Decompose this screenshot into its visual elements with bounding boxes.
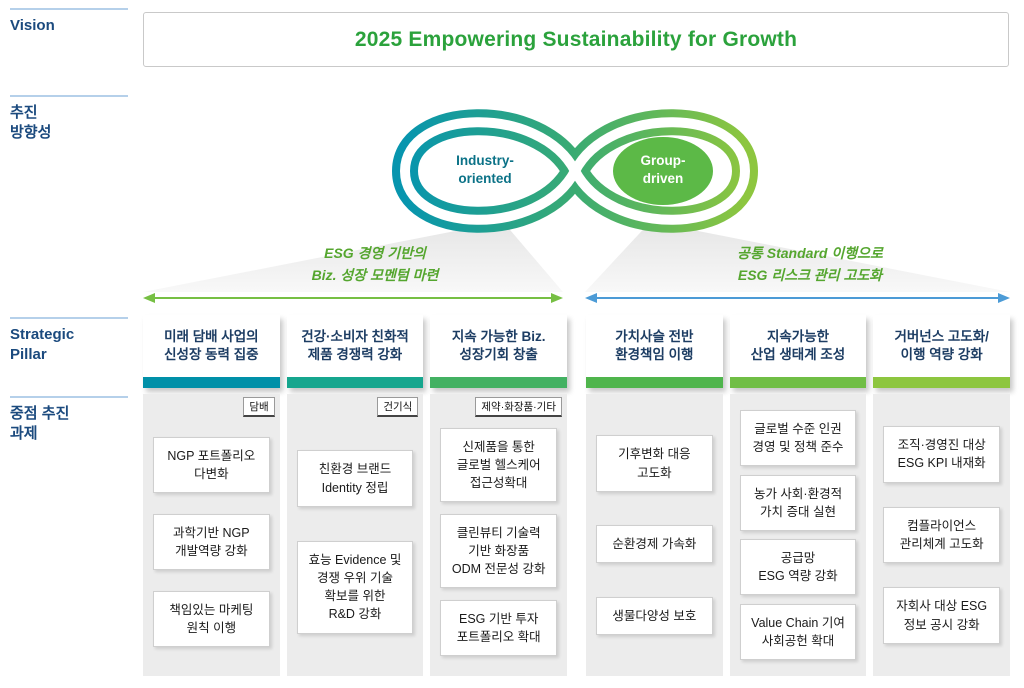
task-card: 생물다양성 보호 (596, 596, 713, 635)
task-card: 친환경 브랜드 Identity 정립 (296, 450, 414, 507)
pillar-title: 가치사슬 전반 환경책임 이행 (615, 328, 694, 362)
pillar-header: 미래 담배 사업의 신성장 동력 집중 (143, 315, 280, 388)
industry-pillar-group: 미래 담배 사업의 신성장 동력 집중 담배 NGP 포트폴리오 다변화 과학기… (143, 315, 568, 676)
pillar-accent-bar (873, 377, 1011, 388)
task-panel: 건기식 친환경 브랜드 Identity 정립 효능 Evidence 및 경쟁… (286, 394, 424, 676)
task-panel: 담배 NGP 포트폴리오 다변화 과학기반 NGP 개발역량 강화 책임있는 마… (143, 394, 280, 676)
pillar-header: 건강·소비자 친화적 제품 경쟁력 강화 (286, 315, 424, 388)
task-panel: 조직·경영진 대상 ESG KPI 내재화 컴플라이언스 관리체계 고도화 자회… (873, 394, 1011, 676)
task-card: 효능 Evidence 및 경쟁 우위 기술 확보를 위한 R&D 강화 (296, 541, 414, 634)
task-card: 과학기반 NGP 개발역량 강화 (153, 513, 270, 571)
strategic-pillars: 미래 담배 사업의 신성장 동력 집중 담배 NGP 포트폴리오 다변화 과학기… (143, 315, 1011, 676)
rail-divider (10, 95, 128, 97)
category-tab: 제약·화장품·기타 (475, 397, 563, 417)
industry-note: ESG 경영 기반의 Biz. 성장 모멘텀 마련 (311, 245, 439, 283)
group-driven-label: Group- driven (640, 153, 686, 186)
pillar-column-governance: 거버넌스 고도화/ 이행 역량 강화 조직·경영진 대상 ESG KPI 내재화… (873, 315, 1011, 676)
pillar-header: 거버넌스 고도화/ 이행 역량 강화 (873, 315, 1011, 388)
vision-label: Vision (10, 17, 55, 34)
task-card: NGP 포트폴리오 다변화 (153, 436, 270, 494)
group-driven-fill (613, 137, 713, 205)
task-card: 글로벌 수준 인권 경영 및 정책 준수 (739, 410, 857, 467)
industry-oriented-label: Industry- oriented (456, 153, 514, 186)
group-note: 공통 Standard 이행으로 ESG 리스크 관리 고도화 (737, 245, 883, 283)
pillar-title: 지속 가능한 Biz. 성장기회 창출 (451, 328, 546, 362)
task-card: 책임있는 마케팅 원칙 이행 (153, 590, 270, 648)
pillar-column-health: 건강·소비자 친화적 제품 경쟁력 강화 건기식 친환경 브랜드 Identit… (286, 315, 424, 676)
strategic-pillar-label: Strategic Pillar (10, 326, 75, 363)
pillar-title: 미래 담배 사업의 신성장 동력 집중 (164, 328, 259, 362)
pillar-column-ecosystem: 지속가능한 산업 생태계 조성 글로벌 수준 인권 경영 및 정책 준수 농가 … (729, 315, 867, 676)
task-card: 순환경제 가속화 (596, 525, 713, 564)
task-card: 조직·경영진 대상 ESG KPI 내재화 (883, 426, 1001, 483)
key-tasks-label: 중점 추진 과제 (10, 405, 70, 442)
task-card: 기후변화 대응 고도화 (596, 435, 713, 492)
pillar-column-biz-growth: 지속 가능한 Biz. 성장기회 창출 제약·화장품·기타 신제품을 통한 글로… (430, 315, 568, 676)
task-card: ESG 기반 투자 포트폴리오 확대 (440, 600, 558, 657)
pillar-accent-bar (286, 377, 424, 388)
pillar-accent-bar (586, 377, 723, 388)
pillar-accent-bar (430, 377, 568, 388)
pillar-accent-bar (143, 377, 280, 388)
pillar-header: 지속 가능한 Biz. 성장기회 창출 (430, 315, 568, 388)
pillar-header: 지속가능한 산업 생태계 조성 (729, 315, 867, 388)
pillar-column-environment: 가치사슬 전반 환경책임 이행 기후변화 대응 고도화 순환경제 가속화 생물다… (586, 315, 723, 676)
task-card: 공급망 ESG 역량 강화 (739, 539, 857, 596)
task-card: Value Chain 기여 사회공헌 확대 (739, 603, 857, 660)
rail-divider (10, 396, 128, 398)
infinity-graphic: Industry- oriented Group- driven (385, 86, 765, 256)
category-tab: 건기식 (377, 397, 419, 417)
pillar-accent-bar (729, 377, 867, 388)
pillar-title: 거버넌스 고도화/ 이행 역량 강화 (894, 328, 989, 362)
task-card: 컴플라이언스 관리체계 고도화 (883, 506, 1001, 564)
infinity-band-gap (399, 117, 751, 225)
double-arrow-left (143, 293, 563, 303)
pillar-title: 건강·소비자 친화적 제품 경쟁력 강화 (301, 328, 409, 362)
task-card: 자회사 대상 ESG 정보 공시 강화 (883, 587, 1001, 644)
pillar-column-tobacco: 미래 담배 사업의 신성장 동력 집중 담배 NGP 포트폴리오 다변화 과학기… (143, 315, 280, 676)
task-panel: 기후변화 대응 고도화 순환경제 가속화 생물다양성 보호 (586, 394, 723, 676)
direction-label: 추진 방향성 (10, 104, 52, 141)
infinity-icon (391, 109, 759, 233)
pillar-title: 지속가능한 산업 생태계 조성 (750, 328, 846, 362)
pillar-header: 가치사슬 전반 환경책임 이행 (586, 315, 723, 388)
double-arrow-right (585, 293, 1010, 303)
task-card: 클린뷰티 기술력 기반 화장품 ODM 전문성 강화 (440, 513, 558, 589)
task-card: 신제품을 통한 글로벌 헬스케어 접근성확대 (440, 427, 558, 503)
vision-title: 2025 Empowering Sustainability for Growt… (354, 27, 798, 51)
category-tab: 담배 (243, 397, 275, 417)
rail-divider (10, 317, 128, 319)
task-panel: 글로벌 수준 인권 경영 및 정책 준수 농가 사회·환경적 가치 증대 실현 … (729, 394, 867, 676)
task-card: 농가 사회·환경적 가치 증대 실현 (739, 474, 857, 531)
vision-banner: 2025 Empowering Sustainability for Growt… (143, 12, 1009, 67)
task-panel: 제약·화장품·기타 신제품을 통한 글로벌 헬스케어 접근성확대 클린뷰티 기술… (430, 394, 568, 676)
group-pillar-group: 가치사슬 전반 환경책임 이행 기후변화 대응 고도화 순환경제 가속화 생물다… (586, 315, 1011, 676)
rail-divider (10, 8, 128, 10)
